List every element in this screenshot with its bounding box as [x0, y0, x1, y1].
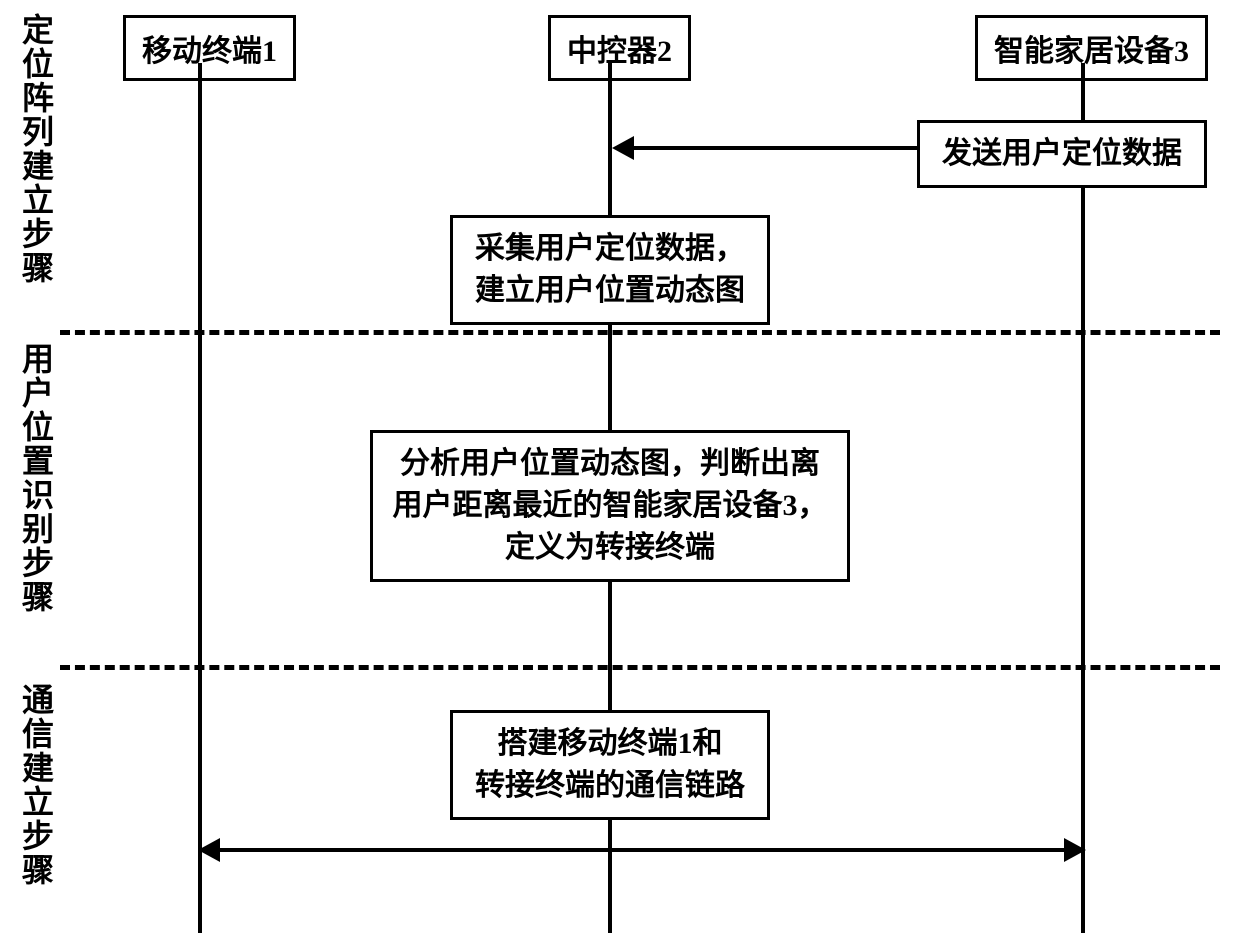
- phase-divider-1: [60, 330, 1220, 335]
- lifeline-1: [198, 63, 202, 933]
- lifeline-label: 中控器2: [567, 35, 672, 68]
- process-box-build-link: 搭建移动终端1和 转接终端的通信链路: [450, 710, 770, 820]
- process-box-collect: 采集用户定位数据， 建立用户位置动态图: [450, 215, 770, 325]
- process-line: 定义为转接终端: [391, 527, 829, 569]
- process-box-analyze: 分析用户位置动态图，判断出离 用户距离最近的智能家居设备3， 定义为转接终端: [370, 430, 850, 582]
- message-arrow-1: [628, 146, 917, 150]
- process-line: 用户距离最近的智能家居设备3，: [391, 485, 829, 527]
- arrow-head-right-icon: [1064, 838, 1086, 862]
- process-line: 搭建移动终端1和: [471, 723, 749, 765]
- message-box-send-location: 发送用户定位数据: [917, 120, 1207, 188]
- phase-label-1: 定位阵列建立步骤: [13, 13, 59, 285]
- process-line: 建立用户位置动态图: [471, 270, 749, 312]
- lifeline-label: 移动终端1: [142, 35, 277, 68]
- arrow-head-left-icon: [612, 136, 634, 160]
- lifeline-3: [1081, 63, 1085, 933]
- sequence-diagram: 移动终端1 中控器2 智能家居设备3 定位阵列建立步骤 用户位置识别步骤 通信建…: [0, 0, 1240, 941]
- process-line: 转接终端的通信链路: [471, 765, 749, 807]
- message-label: 发送用户定位数据: [938, 133, 1186, 175]
- lifeline-label: 智能家居设备3: [994, 35, 1189, 68]
- phase-label-3: 通信建立步骤: [13, 683, 59, 887]
- process-line: 采集用户定位数据，: [471, 228, 749, 270]
- phase-divider-2: [60, 665, 1220, 670]
- process-line: 分析用户位置动态图，判断出离: [391, 443, 829, 485]
- lifeline-header-3: 智能家居设备3: [975, 15, 1208, 81]
- lifeline-header-2: 中控器2: [548, 15, 691, 81]
- phase-label-2: 用户位置识别步骤: [13, 342, 59, 614]
- lifeline-header-1: 移动终端1: [123, 15, 296, 81]
- bidirectional-arrow: [216, 848, 1066, 852]
